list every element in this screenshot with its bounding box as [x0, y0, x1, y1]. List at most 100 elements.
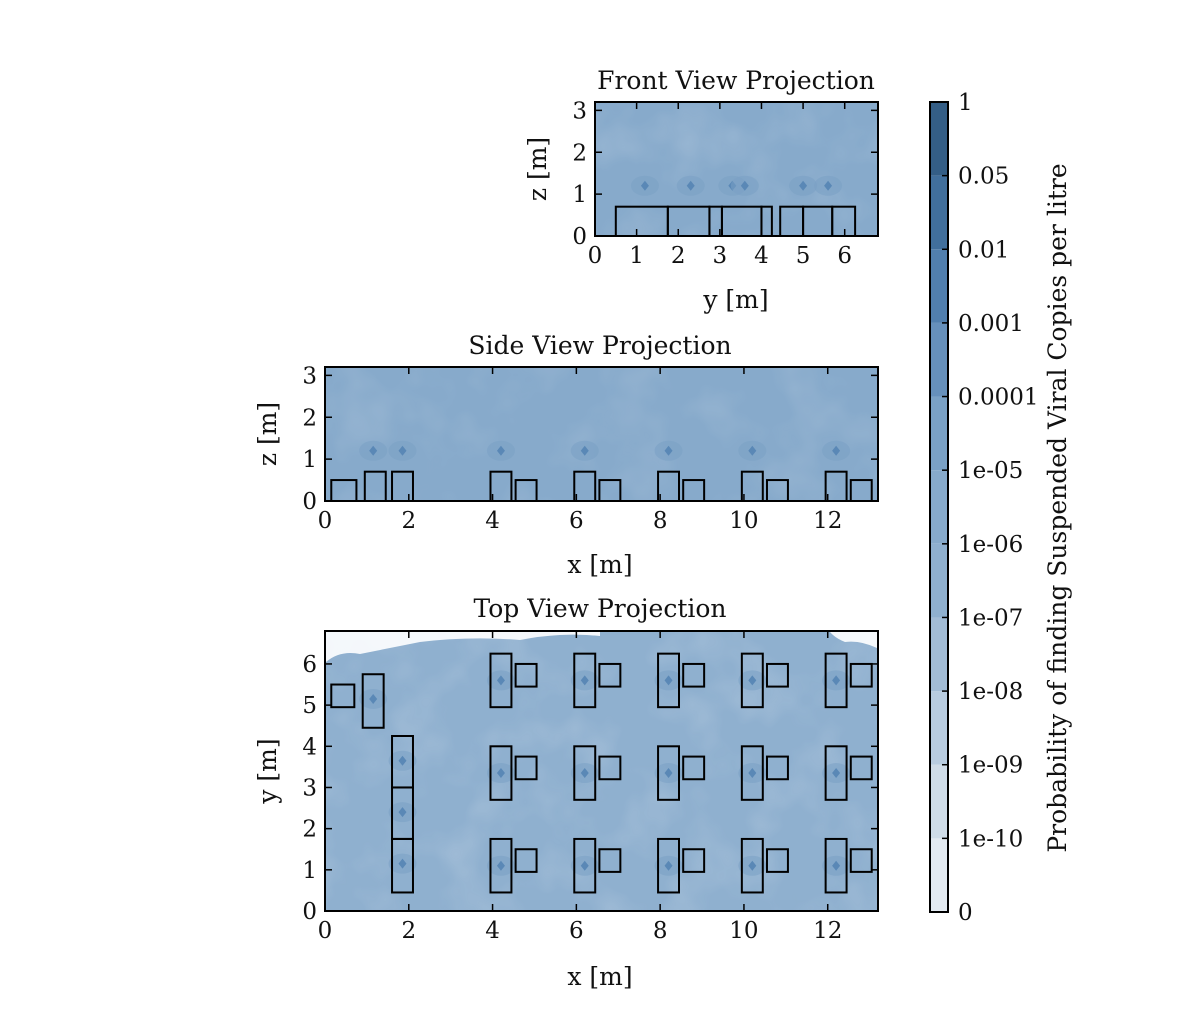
front-source-marker [799, 180, 808, 191]
top-source-marker [664, 768, 673, 779]
top-object-outline [682, 662, 706, 688]
top-ytick-label: 2 [302, 817, 317, 843]
top-object-outline [824, 837, 848, 894]
front-source-marker [686, 180, 695, 191]
colorbar-tick-label: 0 [958, 900, 973, 926]
top-source-marker [496, 860, 505, 871]
front-xtick-label: 6 [837, 243, 852, 269]
colorbar: 0 1e-10 1e-09 1e-08 1e-07 1e-06 1e-05 0.0001 0.0… [929, 90, 1072, 926]
side-source-marker [369, 445, 378, 456]
top-source-marker [369, 693, 378, 704]
colorbar-band [930, 175, 948, 250]
top-object-outline [573, 837, 597, 894]
top-xtick-label: 4 [485, 918, 500, 944]
top-object-outline [573, 652, 597, 709]
top-view-ylabel: y [m] [253, 738, 282, 804]
side-source-marker [832, 445, 841, 456]
top-object-outline [657, 837, 681, 894]
colorbar-tick-label: 0.0001 [958, 385, 1038, 411]
side-ytick-label: 0 [302, 489, 317, 515]
top-view-texture [325, 631, 878, 911]
top-object-outline [330, 683, 356, 709]
top-source-marker [496, 675, 505, 686]
front-view-xlabel: y [m] [702, 285, 768, 314]
colorbar-band [930, 764, 948, 839]
front-source-marker [640, 180, 649, 191]
top-object-outline [765, 755, 789, 781]
top-object-outline [598, 755, 622, 781]
top-xtick-label: 10 [729, 918, 758, 944]
top-object-outline [849, 755, 873, 781]
colorbar-tick-label: 0.05 [958, 164, 1009, 190]
side-ytick-label: 1 [302, 447, 317, 473]
top-object-outline [391, 837, 414, 894]
front-source-marker [740, 180, 749, 191]
top-view-title: Top View Projection [473, 594, 726, 623]
side-xtick-label: 2 [401, 508, 416, 534]
colorbar-frame [929, 101, 949, 913]
colorbar-tick-label: 1e-08 [958, 679, 1023, 705]
side-xtick-label: 4 [485, 508, 500, 534]
colorbar-band [930, 838, 948, 912]
front-view-frame [594, 101, 879, 237]
top-source-marker [748, 768, 757, 779]
colorbar-tick-label: 1e-07 [958, 605, 1023, 631]
top-source-marker [398, 858, 407, 869]
side-view-title: Side View Projection [468, 331, 731, 360]
side-source-marker [398, 445, 407, 456]
top-object-outline [824, 652, 848, 709]
top-view-xlabel: x [m] [567, 962, 632, 991]
front-xtick-label: 2 [671, 243, 686, 269]
top-object-outline [824, 745, 848, 801]
front-xtick-label: 0 [588, 243, 603, 269]
top-source-marker [398, 807, 407, 818]
front-xtick-label: 4 [754, 243, 769, 269]
top-ytick-label: 1 [302, 858, 317, 884]
top-ytick-label: 3 [302, 775, 317, 801]
side-ytick-label: 3 [302, 363, 317, 389]
colorbar-band [930, 543, 948, 618]
top-object-outline [598, 662, 622, 688]
side-xtick-label: 0 [318, 508, 333, 534]
colorbar-tick-label: 1e-10 [958, 826, 1023, 852]
top-object-outline [514, 662, 538, 688]
top-source-marker [748, 860, 757, 871]
colorbar-band [930, 322, 948, 397]
side-xtick-label: 6 [569, 508, 584, 534]
colorbar-band [930, 249, 948, 323]
side-source-marker [580, 445, 589, 456]
colorbar-label: Probability of finding Suspended Viral C… [1043, 163, 1072, 852]
top-object-outline [849, 848, 873, 873]
top-source-marker [748, 675, 757, 686]
front-xtick-label: 3 [713, 243, 728, 269]
colorbar-band [930, 617, 948, 692]
colorbar-tick-label: 0.01 [958, 237, 1009, 263]
front-xtick-label: 5 [796, 243, 811, 269]
front-view-texture [595, 102, 878, 236]
top-object-outline [765, 848, 789, 873]
top-object-outline [765, 662, 789, 688]
front-xtick-label: 1 [629, 243, 644, 269]
top-object-outline [682, 755, 706, 781]
side-view-frame [324, 366, 879, 502]
top-object-outline [657, 745, 681, 801]
side-ytick-label: 2 [302, 405, 317, 431]
colorbar-tick-label: 1e-05 [958, 458, 1023, 484]
front-ytick-label: 0 [572, 224, 587, 250]
top-object-outline [489, 652, 513, 709]
top-xtick-label: 0 [318, 918, 333, 944]
side-view-xlabel: x [m] [567, 550, 632, 579]
top-source-marker [832, 860, 841, 871]
top-object-outline [573, 745, 597, 801]
colorbar-tick-label: 1 [958, 90, 973, 116]
side-xtick-label: 10 [729, 508, 758, 534]
top-view-low-region [326, 632, 600, 662]
top-object-outline [514, 755, 538, 781]
side-source-marker [664, 445, 673, 456]
top-source-marker [832, 768, 841, 779]
top-object-outline [740, 745, 764, 801]
top-object-outline [740, 652, 764, 709]
colorbar-band [930, 396, 948, 471]
